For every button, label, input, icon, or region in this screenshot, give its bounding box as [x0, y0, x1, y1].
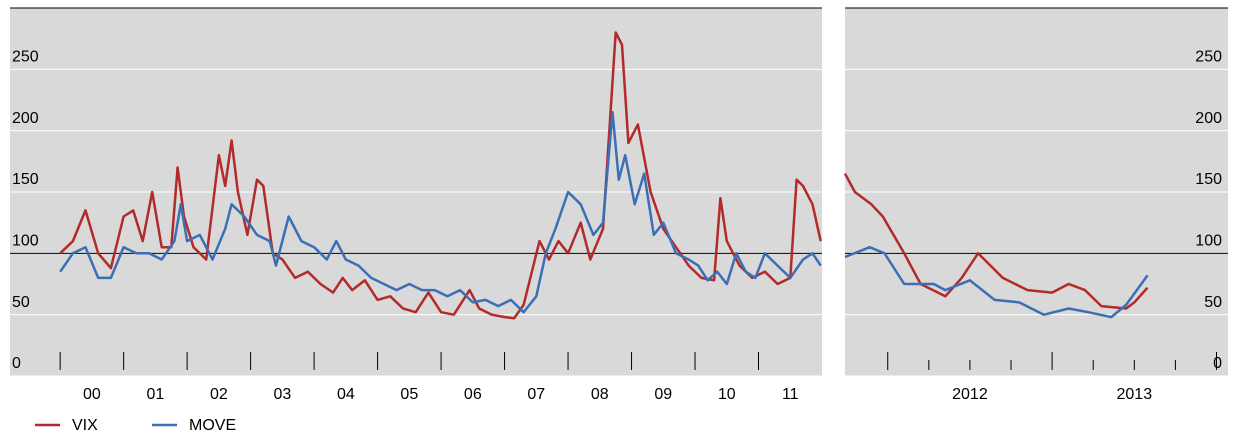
- x-tick-label: 02: [210, 386, 228, 403]
- x-tick-label: 09: [654, 386, 672, 403]
- y-tick-label: 150: [1195, 171, 1222, 188]
- y-tick-label: 0: [12, 355, 21, 372]
- y-tick-label: 50: [1204, 294, 1222, 311]
- series-line: [843, 173, 1149, 310]
- x-tick-label: 03: [273, 386, 291, 403]
- legend-label: MOVE: [189, 417, 236, 434]
- y-tick-label: 100: [1195, 233, 1222, 250]
- x-tick-label: 01: [146, 386, 164, 403]
- x-tick-label: 11: [782, 386, 799, 403]
- y-tick-label: 0: [1213, 355, 1222, 372]
- y-tick-label: 150: [12, 171, 39, 188]
- x-tick-label: 2013: [1117, 386, 1153, 403]
- series-line: [59, 31, 822, 320]
- y-tick-label: 100: [12, 233, 39, 250]
- x-tick-label: 10: [718, 386, 736, 403]
- x-tick-label: 05: [400, 386, 418, 403]
- legend-label: VIX: [72, 417, 98, 434]
- x-tick-label: 07: [527, 386, 545, 403]
- y-tick-label: 50: [12, 294, 30, 311]
- x-tick-label: 08: [591, 386, 609, 403]
- x-tick-label: 2012: [952, 386, 988, 403]
- x-tick-label: 04: [337, 386, 355, 403]
- series-line: [844, 245, 1149, 319]
- y-tick-label: 250: [1195, 49, 1222, 66]
- y-tick-label: 200: [12, 110, 39, 127]
- x-tick-label: 06: [464, 386, 482, 403]
- y-tick-label: 200: [1195, 110, 1222, 127]
- series-line: [59, 111, 822, 314]
- x-tick-label: 00: [83, 386, 101, 403]
- y-tick-label: 250: [12, 49, 39, 66]
